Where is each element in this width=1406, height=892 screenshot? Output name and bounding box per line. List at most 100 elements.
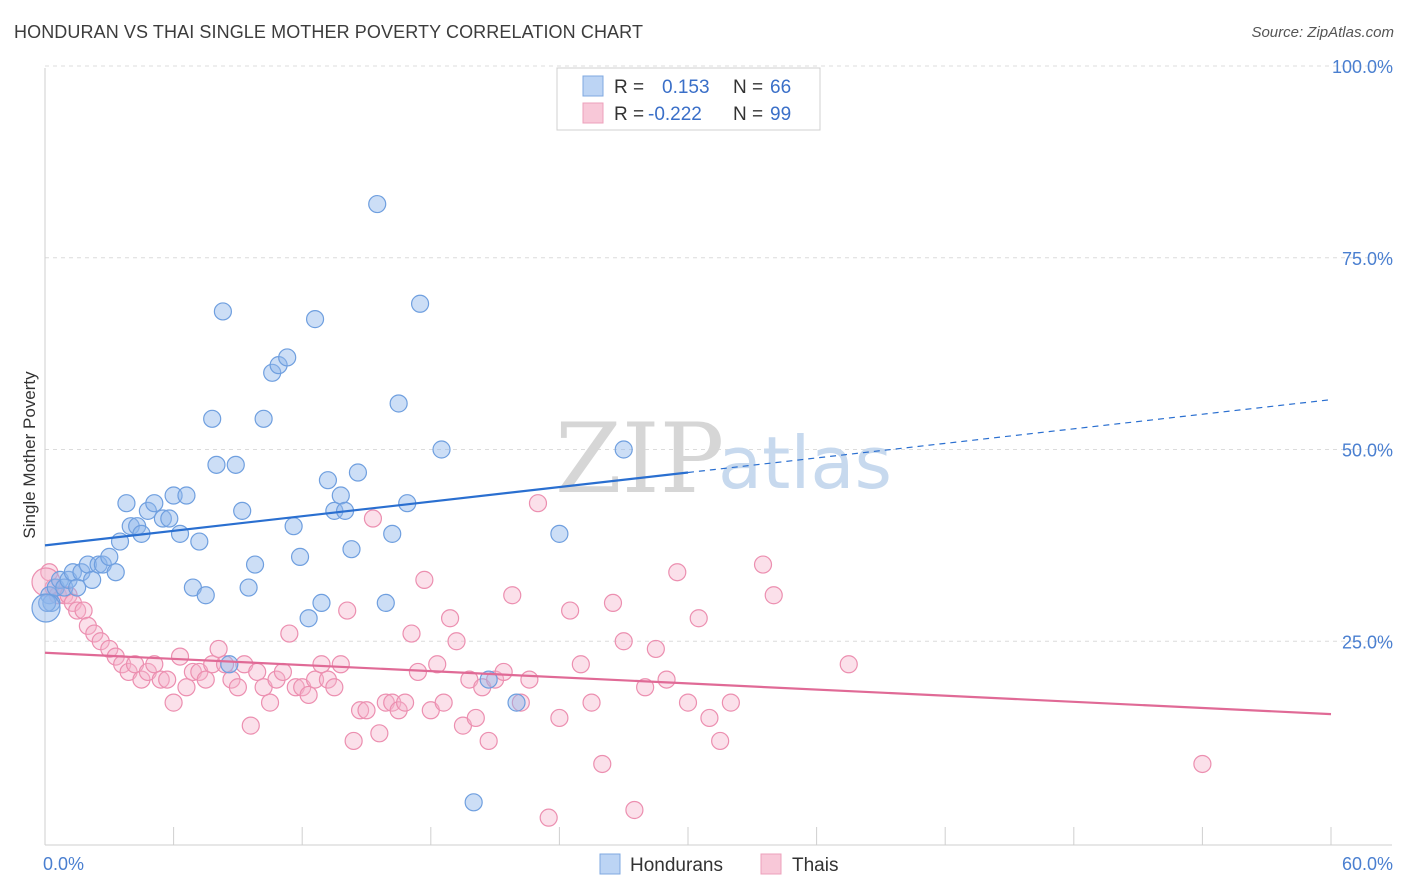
series-label-hondurans: Hondurans [630,855,723,876]
honduran-point-29 [196,586,215,605]
thai-point-23 [177,678,196,697]
thai-point-21 [164,693,183,712]
honduran-point-64 [614,440,633,459]
honduran-point-55 [383,524,402,543]
legend-n-label-1: N = [733,77,763,98]
honduran-point-21 [145,494,164,513]
honduran-point-59 [432,440,451,459]
thai-point-82 [593,754,612,774]
honduran-point-60 [464,793,483,812]
thai-point-70 [479,731,498,751]
thai-point-60 [415,570,434,589]
thai-point-87 [646,639,665,659]
thai-point-31 [228,678,247,697]
thai-point-19 [151,670,170,689]
legend-n-value-1: 66 [770,77,791,98]
honduran-trendline-extension [687,399,1332,474]
thai-point-78 [550,708,569,728]
thai-point-73 [503,586,522,605]
trendlines [44,399,1332,716]
honduran-point-34 [226,455,245,474]
thai-point-7 [74,601,93,620]
honduran-point-41 [278,348,297,367]
honduran-point-16 [117,494,136,513]
axes [44,68,1392,846]
tick-labels: 25.0% 50.0% 75.0% 100.0% 0.0% 60.0% [43,57,1393,874]
honduran-point-35 [233,501,252,520]
honduran-point-36 [239,578,258,597]
honduran-point-43 [290,547,310,566]
honduran-point-25 [170,524,190,543]
thai-point-57 [395,693,415,712]
thai-point-38 [273,662,293,682]
honduran-point-37 [245,555,265,574]
thai-point-84 [614,632,633,651]
thai-point-53 [370,724,389,743]
honduran-point-47 [318,471,338,490]
legend-r-value-1: 0.153 [662,77,710,98]
thai-point-97 [839,655,858,674]
series-legend: Hondurans Thais [599,853,838,876]
thai-point-83 [603,593,623,613]
thai-point-52 [363,509,383,528]
legend-n-value-2: 99 [770,104,791,125]
honduran-point-62 [507,693,526,712]
honduran-point-23 [160,509,179,528]
thai-point-95 [753,555,773,574]
honduran-point-14 [106,563,125,582]
thai-point-89 [668,563,687,582]
honduran-point-10 [83,570,102,589]
watermark-atlas: atlas [718,421,892,505]
source-credit: Source: ZipAtlas.com [1251,24,1394,41]
honduran-point-32 [213,302,232,321]
honduran-point-61 [479,670,498,689]
honduran-point-52 [348,463,368,482]
thai-point-26 [196,670,215,689]
thai-point-28 [209,639,228,659]
honduran-point-53 [368,194,387,214]
thai-point-29 [215,655,235,674]
honduran-point-large [31,593,61,623]
legend-swatch-thais [582,102,604,124]
honduran-point-54 [376,593,395,613]
thai-point-64 [440,609,460,628]
thai-point-91 [689,609,708,628]
thais-points [31,494,1212,827]
thai-point-39 [280,624,299,643]
thai-point-96 [764,586,783,605]
thai-point-86 [636,678,655,697]
thai-point-48 [338,601,357,620]
thai-point-22 [170,647,190,666]
x-tick-label-max: 60.0% [1342,854,1393,874]
thai-point-44 [312,655,331,674]
thai-point-50 [350,701,370,720]
honduran-trendline [44,471,689,547]
gridlines [45,65,1392,642]
thai-point-43 [305,670,325,689]
thai-point-85 [625,800,644,820]
honduran-point-13 [100,547,119,566]
thai-point-72 [494,662,513,682]
thai-point-20 [158,670,177,689]
thai-point-63 [434,693,453,712]
series-label-thais: Thais [792,855,838,876]
honduran-point-42 [284,517,303,536]
thai-point-75 [520,670,539,689]
thai-point-76 [528,494,548,513]
thai-point-94 [721,693,740,712]
thai-point-51 [357,701,376,720]
thai-point-33 [241,716,260,735]
thai-point-93 [711,731,730,751]
x-tick-label-min: 0.0% [43,854,84,874]
y-tick-label-3: 100.0% [1332,57,1393,77]
honduran-point-24 [164,486,183,505]
thai-point-36 [260,693,280,712]
stats-legend: R = 0.153 N = 66 R = -0.222 N = 99 [556,67,821,131]
thai-point-74 [511,693,530,712]
thai-point-34 [248,662,267,682]
thai-point-47 [331,655,350,674]
honduran-point-44 [299,609,318,628]
thai-point-68 [466,708,485,728]
thai-point-65 [447,632,466,651]
